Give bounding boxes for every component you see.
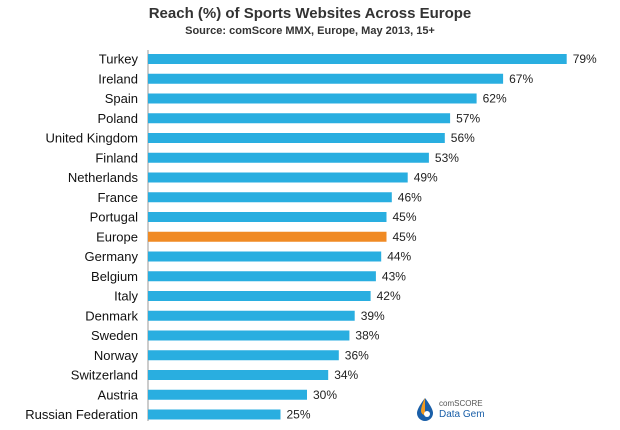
bar-norway bbox=[148, 350, 339, 361]
bars-group: Turkey 79% Ireland 67% Spain 62% Poland 57% Unit… bbox=[25, 52, 597, 423]
bar-united-kingdom bbox=[148, 133, 445, 143]
bar-portugal bbox=[148, 212, 387, 222]
category-label: Portugal bbox=[90, 210, 139, 225]
value-label: 53% bbox=[435, 151, 459, 165]
category-label: Netherlands bbox=[68, 170, 139, 185]
value-label: 62% bbox=[483, 92, 507, 106]
bar-france bbox=[148, 192, 392, 203]
bar-russian-federation bbox=[148, 409, 281, 420]
bar-austria bbox=[148, 389, 307, 400]
value-label: 45% bbox=[393, 210, 417, 224]
category-label: Europe bbox=[96, 229, 138, 244]
bar-poland bbox=[148, 113, 451, 124]
category-label: Turkey bbox=[99, 52, 139, 67]
value-label: 79% bbox=[573, 52, 597, 66]
value-label: 42% bbox=[377, 289, 401, 303]
category-label: Spain bbox=[105, 91, 138, 106]
category-label: Austria bbox=[98, 387, 139, 402]
value-label: 57% bbox=[456, 111, 480, 125]
bar-finland bbox=[148, 152, 429, 163]
logo-line2: Data Gem bbox=[439, 409, 485, 420]
comscore-logo: comSCORE Data Gem bbox=[415, 396, 485, 422]
value-label: 34% bbox=[334, 368, 358, 382]
category-label: Finland bbox=[95, 150, 138, 165]
chart-title: Reach (%) of Sports Websites Across Euro… bbox=[148, 5, 472, 22]
category-label: Germany bbox=[85, 249, 139, 264]
value-label: 25% bbox=[287, 408, 311, 422]
category-label: United Kingdom bbox=[46, 131, 139, 146]
comscore-droplet-icon bbox=[417, 398, 433, 421]
bar-switzerland bbox=[148, 370, 329, 380]
category-label: Ireland bbox=[98, 71, 138, 86]
category-label: Switzerland bbox=[71, 368, 138, 383]
value-label: 36% bbox=[345, 348, 369, 362]
value-label: 43% bbox=[382, 269, 406, 283]
logo-line1: comSCORE bbox=[439, 399, 483, 408]
bar-italy bbox=[148, 291, 371, 301]
value-label: 49% bbox=[414, 171, 438, 185]
category-label: Norway bbox=[94, 348, 139, 363]
chart-subtitle: Source: comScore MMX, Europe, May 2013, … bbox=[185, 25, 435, 37]
value-label: 45% bbox=[393, 230, 417, 244]
value-label: 30% bbox=[313, 388, 337, 402]
bar-germany bbox=[148, 251, 382, 262]
bar-europe bbox=[148, 231, 387, 242]
bar-denmark bbox=[148, 310, 355, 321]
bar-spain bbox=[148, 93, 477, 104]
bar-sweden bbox=[148, 330, 350, 341]
category-label: Sweden bbox=[91, 328, 138, 343]
value-label: 56% bbox=[451, 131, 475, 145]
bar-belgium bbox=[148, 271, 376, 282]
category-label: Russian Federation bbox=[25, 407, 138, 422]
category-label: Denmark bbox=[85, 308, 138, 323]
category-label: Poland bbox=[98, 111, 138, 126]
value-label: 39% bbox=[361, 309, 385, 323]
value-label: 67% bbox=[509, 72, 533, 86]
category-label: France bbox=[98, 190, 138, 205]
value-label: 44% bbox=[387, 250, 411, 264]
value-label: 46% bbox=[398, 190, 422, 204]
bar-turkey bbox=[148, 54, 567, 64]
value-label: 38% bbox=[355, 329, 379, 343]
category-label: Belgium bbox=[91, 269, 138, 284]
category-label: Italy bbox=[114, 289, 138, 304]
bar-netherlands bbox=[148, 172, 408, 183]
bar-ireland bbox=[148, 73, 504, 84]
